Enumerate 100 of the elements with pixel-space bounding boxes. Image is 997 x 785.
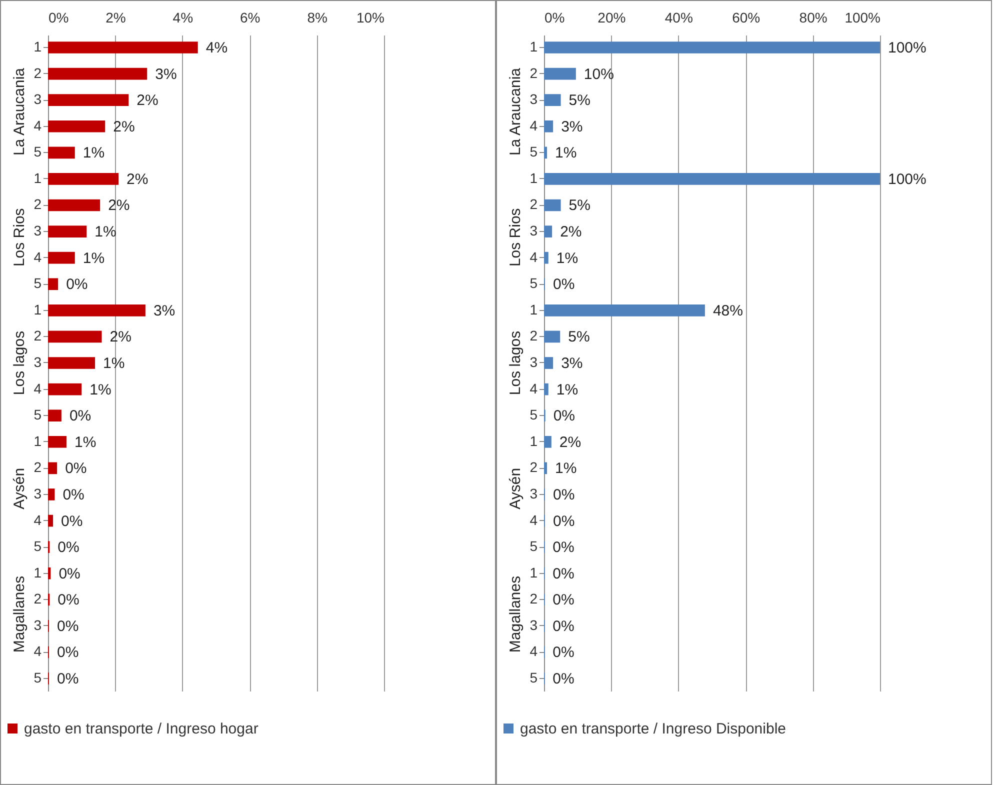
x-tick-label: 8% [307, 10, 328, 26]
data-label: 0% [552, 592, 574, 609]
data-label: 1% [82, 250, 105, 267]
data-label: 0% [553, 486, 575, 504]
data-label: 2% [110, 328, 132, 346]
y-tick-label: 5 [34, 406, 42, 423]
text: Los lagos [507, 330, 524, 396]
data-label: 0% [62, 486, 84, 504]
data-label: 5% [568, 328, 590, 346]
y-tick-label: 2 [34, 64, 42, 81]
text: Los lagos [11, 330, 28, 396]
legend-label: gasto en transporte / Ingreso Disponible [520, 720, 786, 738]
data-label: 0% [58, 565, 80, 582]
data-label: 0% [69, 408, 92, 425]
y-tick-label: 1 [530, 38, 538, 54]
text: Los Rios [507, 208, 524, 267]
y-tick-label: 2 [530, 328, 538, 344]
text: Los Rios [11, 208, 28, 267]
data-label: 0% [552, 644, 574, 662]
y-tick-label: 2 [530, 64, 538, 81]
legend-label: gasto en transporte / Ingreso hogar [24, 720, 258, 738]
data-label: 0% [57, 644, 79, 662]
y-tick-label: 1 [530, 170, 538, 186]
y-tick-label: 3 [34, 354, 42, 370]
y-tick-label: 2 [34, 328, 42, 344]
y-tick-label: 1 [34, 301, 42, 318]
text: Magallanes [11, 576, 28, 653]
x-tick-label: 80% [799, 10, 828, 26]
y-tick-label: 3 [34, 222, 42, 239]
y-tick-label: 3 [530, 485, 538, 502]
data-label: 0% [552, 539, 574, 556]
x-tick-label: 6% [240, 10, 260, 26]
y-tick-label: 3 [530, 354, 538, 370]
y-tick-label: 5 [34, 275, 42, 292]
data-label: 0% [552, 670, 574, 688]
data-label: 3% [561, 355, 583, 372]
data-label: 0% [58, 539, 80, 556]
data-label: 0% [553, 512, 575, 530]
data-label: 1% [74, 434, 96, 451]
data-label: 0% [57, 670, 79, 688]
y-tick-label: 2 [34, 459, 42, 476]
x-tick-label: 2% [106, 10, 126, 26]
text: La Araucania [11, 67, 28, 156]
data-label: 3% [561, 118, 583, 136]
data-label: 0% [553, 276, 575, 294]
y-tick-label: 3 [530, 616, 538, 633]
data-label: 1% [82, 144, 105, 162]
y-tick-label: 3 [34, 616, 42, 633]
data-label: 1% [556, 381, 578, 398]
data-label: 5% [568, 197, 590, 214]
data-label: 10% [584, 66, 614, 83]
y-tick-label: 4 [34, 117, 42, 134]
data-label: 1% [103, 355, 125, 372]
y-tick-label: 1 [530, 432, 538, 449]
y-tick-label: 4 [34, 380, 42, 396]
data-label: 5% [568, 92, 590, 110]
y-tick-label: 1 [34, 564, 42, 580]
x-tick-label: 100% [844, 10, 880, 26]
data-label: 48% [712, 302, 743, 320]
data-label: 3% [155, 66, 177, 83]
y-tick-label: 2 [530, 590, 538, 607]
x-tick-label: 4% [172, 10, 194, 26]
text: Aysén [11, 468, 28, 510]
data-label: 2% [136, 92, 158, 110]
y-tick-label: 5 [34, 670, 42, 686]
x-tick-label: 60% [732, 10, 760, 26]
data-label: 1% [94, 224, 116, 241]
data-label: 1% [90, 381, 112, 398]
x-tick-label: 20% [598, 10, 626, 26]
data-label: 0% [552, 565, 574, 582]
x-tick-label: 0% [544, 10, 565, 26]
y-tick-label: 5 [530, 538, 538, 554]
y-tick-label: 3 [530, 222, 538, 239]
data-label: 0% [58, 592, 80, 609]
y-tick-label: 4 [34, 643, 42, 660]
y-tick-label: 5 [530, 144, 538, 160]
y-tick-label: 4 [34, 248, 42, 265]
y-tick-label: 1 [530, 564, 538, 580]
y-tick-label: 2 [530, 196, 538, 212]
data-label: 100% [888, 170, 926, 188]
y-tick-label: 4 [530, 512, 538, 528]
y-tick-label: 4 [530, 643, 538, 660]
x-tick-label: 10% [356, 10, 384, 26]
x-tick-label: 40% [664, 10, 693, 26]
data-label: 2% [113, 118, 135, 136]
y-tick-label: 1 [530, 301, 538, 318]
data-label: 0% [552, 618, 574, 635]
data-label: 0% [57, 618, 79, 635]
y-tick-label: 5 [530, 670, 538, 686]
data-label: 2% [560, 224, 582, 241]
text: La Araucania [507, 67, 524, 156]
x-tick-label: 0% [48, 10, 69, 26]
data-label: 0% [61, 512, 83, 530]
text: Magallanes [507, 576, 524, 653]
data-label: 4% [206, 39, 228, 56]
y-tick-label: 4 [530, 380, 538, 396]
y-tick-label: 4 [34, 512, 42, 528]
data-label: 0% [553, 408, 576, 425]
y-tick-label: 3 [34, 91, 42, 108]
data-label: 0% [65, 460, 87, 478]
